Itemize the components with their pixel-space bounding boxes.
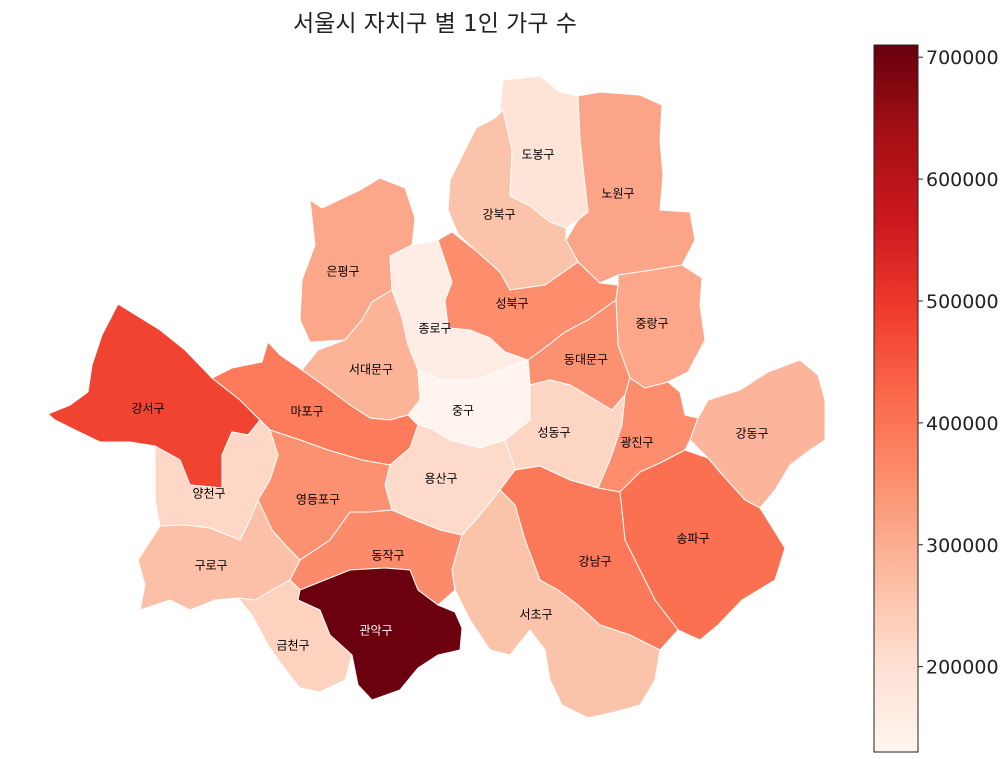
label-dobong: 도봉구: [521, 148, 554, 162]
label-songpa: 송파구: [676, 532, 709, 546]
label-gangseo: 강서구: [131, 402, 164, 416]
colorbar-tick-label: 500000: [926, 291, 999, 313]
label-nowon: 노원구: [601, 187, 634, 201]
label-gangnam: 강남구: [578, 555, 611, 569]
label-yongsan: 용산구: [424, 472, 457, 486]
colorbar-tick-label: 600000: [926, 169, 999, 191]
label-eunpyeong: 은평구: [326, 265, 359, 279]
district-gwanak: [297, 567, 463, 701]
label-jongno: 종로구: [418, 322, 451, 336]
seoul-choropleth-map: 도봉구 노원구 강북구 은평구 성북구 종로구 중랑구 서대문구 동대문구 강서…: [47, 75, 826, 719]
label-seongbuk: 성북구: [495, 297, 528, 311]
district-seocho: [451, 489, 661, 719]
colorbar-ticks: 200000 300000 400000 500000 600000 700000: [918, 47, 999, 679]
label-yeongdeungpo: 영등포구: [296, 493, 340, 507]
colorbar-tick-label: 400000: [926, 413, 999, 435]
label-seongdong: 성동구: [537, 426, 570, 440]
label-geumcheon: 금천구: [276, 638, 309, 653]
label-gangdong: 강동구: [735, 427, 768, 441]
colorbar-tick-label: 700000: [926, 47, 999, 69]
label-seocho: 서초구: [519, 608, 552, 622]
map-title: 서울시 자치구 별 1인 가구 수: [293, 11, 577, 37]
district-labels: 도봉구 노원구 강북구 은평구 성북구 종로구 중랑구 서대문구 동대문구 강서…: [131, 148, 768, 653]
districts-layer: [47, 75, 826, 719]
label-seodaemun: 서대문구: [349, 363, 393, 377]
district-shape-seocho: [451, 489, 661, 719]
label-dongdaemun: 동대문구: [564, 353, 608, 367]
colorbar-tick-label: 300000: [926, 535, 999, 557]
label-jungnang: 중랑구: [635, 317, 668, 331]
label-mapo: 마포구: [290, 405, 323, 419]
label-gwanak: 관악구: [359, 624, 392, 638]
label-guro: 구로구: [194, 559, 227, 573]
label-dongjak: 동작구: [371, 549, 404, 563]
district-shape-gwanak: [297, 567, 463, 701]
label-jung: 중구: [452, 404, 474, 418]
colorbar-gradient: [873, 44, 919, 753]
label-gwangjin: 광진구: [620, 436, 653, 450]
label-gangbuk: 강북구: [482, 208, 515, 222]
label-yangcheon: 양천구: [192, 486, 225, 501]
district-shape-gwangjin: [597, 377, 699, 493]
colorbar-tick-label: 200000: [926, 657, 999, 679]
district-gwangjin: [597, 377, 699, 493]
